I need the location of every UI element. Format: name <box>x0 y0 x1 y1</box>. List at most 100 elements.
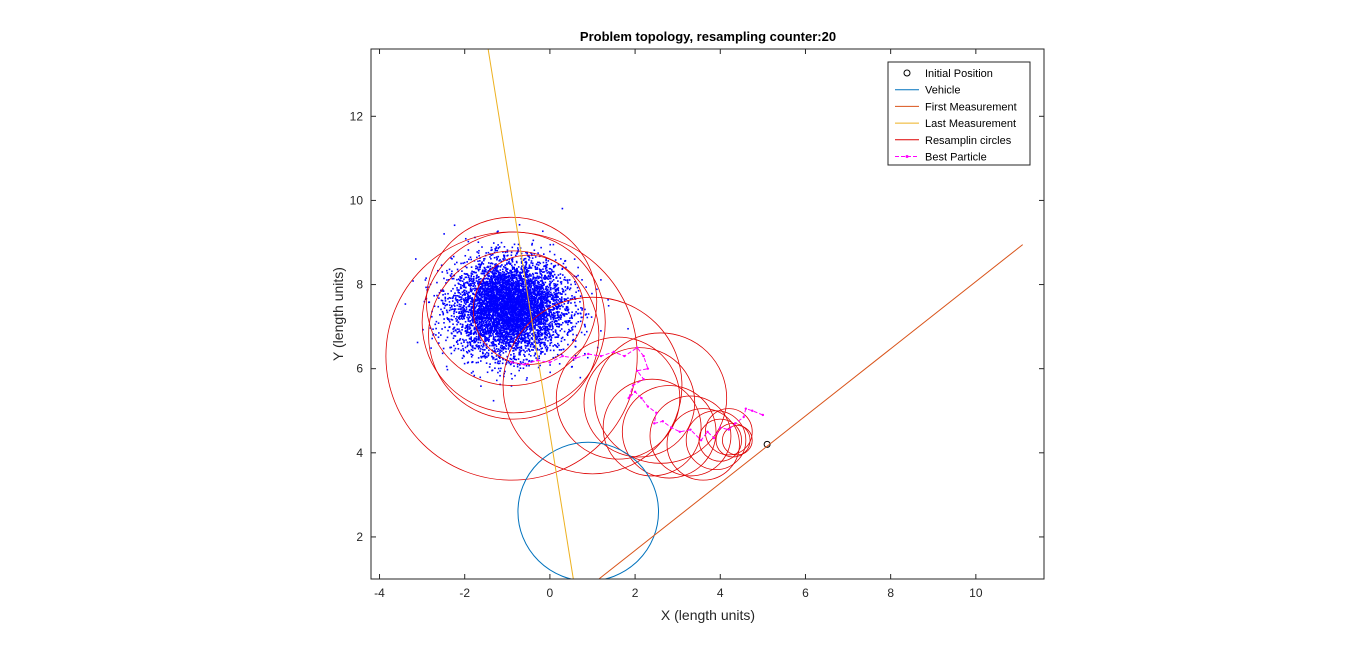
particle-point <box>524 355 526 358</box>
particle-point <box>530 252 532 254</box>
particle-point <box>538 261 541 264</box>
particle-point <box>535 284 537 287</box>
particle-point <box>549 309 552 312</box>
particle-point <box>569 287 572 289</box>
particle-point <box>484 328 486 330</box>
particle-point <box>475 333 478 335</box>
particle-point <box>523 331 526 334</box>
particle-point <box>480 344 483 347</box>
particle-point <box>464 330 467 333</box>
particle-point <box>474 298 477 301</box>
particle-point <box>488 294 491 297</box>
particle-point <box>539 313 542 316</box>
particle-point <box>510 289 512 292</box>
particle-point <box>554 317 557 320</box>
particle-point <box>465 326 468 329</box>
particle-point <box>524 296 527 298</box>
particle-point <box>506 284 509 286</box>
particle-point <box>484 330 487 332</box>
particle-point <box>534 268 537 271</box>
particle-point <box>493 274 496 277</box>
particle-point <box>517 323 519 326</box>
particle-point <box>546 291 549 294</box>
particle-point <box>533 283 535 286</box>
particle-point <box>497 338 500 340</box>
particle-point <box>543 319 546 322</box>
particle-point <box>505 338 507 341</box>
particle-point <box>554 283 557 285</box>
particle-point <box>517 310 519 313</box>
particle-point <box>484 340 487 343</box>
particle-point <box>486 271 489 274</box>
particle-point <box>416 341 419 344</box>
particle-point <box>447 292 449 295</box>
particle-point <box>525 320 528 322</box>
particle-point <box>533 307 535 309</box>
particle-point <box>429 327 432 329</box>
particle-point <box>529 344 532 346</box>
particle-point <box>560 316 563 318</box>
particle-point <box>497 301 499 303</box>
particle-point <box>503 312 505 315</box>
particle-point <box>487 283 490 285</box>
particle-point <box>479 313 482 316</box>
particle-point <box>497 270 499 272</box>
particle-point <box>497 255 500 258</box>
particle-point <box>478 339 480 341</box>
particle-point <box>509 302 512 305</box>
particle-point <box>500 260 503 263</box>
particle-point <box>533 290 535 293</box>
particle-point <box>497 350 499 353</box>
particle-point <box>524 299 527 302</box>
particle-point <box>474 307 476 309</box>
particle-point <box>446 368 449 371</box>
particle-point <box>509 296 511 299</box>
particle-point <box>543 314 545 316</box>
particle-point <box>529 317 532 320</box>
particle-point <box>526 254 529 257</box>
particle-point <box>509 262 512 265</box>
particle-point <box>541 338 543 341</box>
particle-point <box>481 246 483 248</box>
particle-point <box>547 291 550 294</box>
particle-point <box>518 369 520 372</box>
particle-point <box>515 333 518 335</box>
particle-point <box>548 312 550 315</box>
particle-point <box>534 352 537 354</box>
particle-point <box>543 341 546 344</box>
particle-point <box>501 329 504 331</box>
particle-point <box>471 310 474 312</box>
particle-point <box>510 264 513 267</box>
particle-point <box>554 323 557 326</box>
particle-point <box>520 276 523 279</box>
particle-point <box>539 296 542 299</box>
particle-point <box>550 341 553 344</box>
particle-point <box>497 303 499 305</box>
particle-point <box>540 293 543 296</box>
particle-point <box>477 241 480 244</box>
particle-point <box>541 287 543 290</box>
particle-point <box>440 299 443 302</box>
particle-point <box>468 295 471 298</box>
particle-point <box>471 280 474 283</box>
particle-point <box>514 320 517 322</box>
particle-point <box>497 331 499 334</box>
particle-point <box>461 345 464 347</box>
particle-point <box>519 278 522 280</box>
particle-point <box>492 312 494 314</box>
particle-point <box>501 346 504 349</box>
particle-point <box>484 298 486 300</box>
particle-point <box>504 280 507 283</box>
particle-point <box>513 268 516 270</box>
particle-point <box>529 266 532 269</box>
particle-point <box>513 322 516 325</box>
particle-point <box>488 312 491 315</box>
particle-point <box>449 274 452 277</box>
particle-point <box>533 253 536 255</box>
particle-point <box>478 281 481 283</box>
particle-point <box>482 272 485 275</box>
particle-point <box>548 322 551 325</box>
particle-point <box>549 321 552 324</box>
particle-point <box>507 347 510 349</box>
particle-point <box>502 259 505 261</box>
